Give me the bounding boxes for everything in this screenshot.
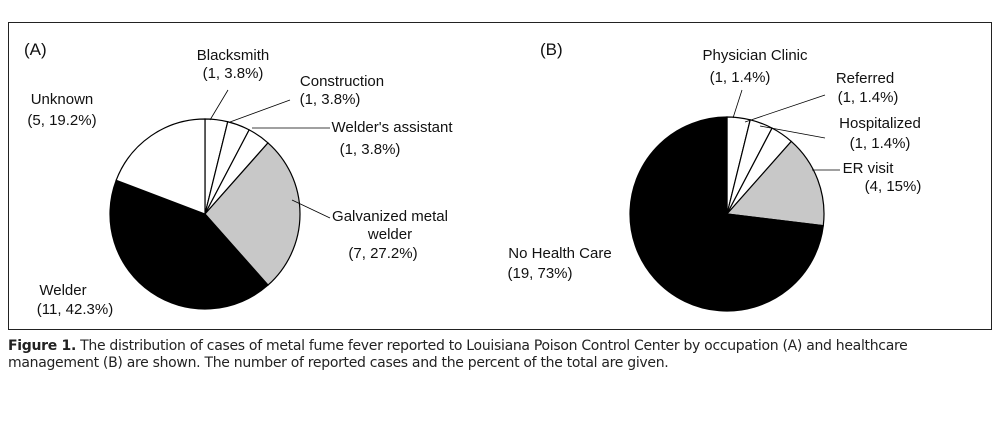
slice-label: Referred <box>835 70 895 87</box>
caption-label: Figure 1. <box>8 338 76 354</box>
panel-label: (A) <box>24 40 47 59</box>
chart-frame <box>8 22 992 330</box>
value-label: (1, 3.8%) <box>202 65 264 82</box>
leader-line <box>209 89 229 121</box>
slice-label: Welder <box>39 282 87 299</box>
value-label: (1, 1.4%) <box>709 69 771 86</box>
pie-slice <box>109 179 269 310</box>
panel-label: (B) <box>540 40 563 59</box>
slice-label: Galvanized metal welder <box>332 208 448 243</box>
slice-label: Unknown <box>30 91 94 108</box>
value-label: (19, 73%) <box>507 265 573 282</box>
slice-label: Blacksmith <box>196 47 270 64</box>
slice-label: Construction <box>299 73 385 90</box>
pie-slice <box>115 118 206 215</box>
value-label: (1, 1.4%) <box>837 89 899 106</box>
pie-slice <box>204 142 301 286</box>
value-label: (5, 19.2%) <box>27 112 97 129</box>
leader-line <box>744 94 826 123</box>
slice-label: Welder's assistant <box>331 119 453 136</box>
value-label: (11, 42.3%) <box>36 301 114 318</box>
value-label: (4, 15%) <box>864 178 922 195</box>
slice-label: No Health Care <box>508 245 612 262</box>
value-label: (1, 3.8%) <box>339 141 401 158</box>
leader-line <box>732 89 743 119</box>
caption: Figure 1. The distribution of cases of m… <box>8 338 993 372</box>
leader-line <box>291 199 331 219</box>
value-label: (7, 27.2%) <box>348 245 418 262</box>
pie-slice <box>629 116 824 312</box>
value-label: (1, 3.8%) <box>299 91 361 108</box>
value-label: (1, 1.4%) <box>849 135 911 152</box>
leader-line <box>229 99 291 123</box>
slice-label: Hospitalized <box>839 115 921 132</box>
pie-slice <box>725 140 825 227</box>
slice-label: ER visit <box>842 160 894 177</box>
leader-line <box>759 125 826 139</box>
caption-text: The distribution of cases of metal fume … <box>8 338 908 371</box>
slice-label: Physician Clinic <box>702 47 808 64</box>
